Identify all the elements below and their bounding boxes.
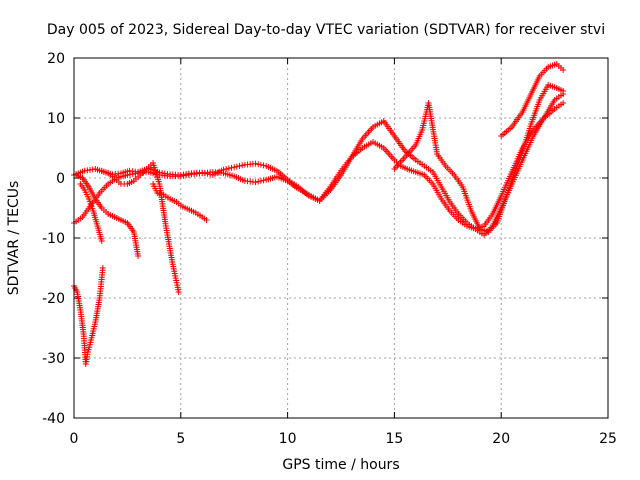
plot-frame (73, 57, 609, 419)
y-tick-label: -10 (42, 231, 65, 247)
data-point (257, 178, 264, 184)
y-tick-label: -40 (42, 411, 65, 427)
data-point (228, 164, 235, 171)
data-point (260, 177, 267, 184)
x-tick-label: 25 (599, 431, 617, 447)
data-point (233, 163, 240, 170)
data-point (236, 163, 243, 169)
data-point (257, 161, 264, 168)
data-point (99, 265, 106, 271)
data-point (203, 217, 210, 223)
data-point (255, 178, 262, 185)
data-point (260, 162, 267, 169)
data-point (98, 238, 105, 244)
grid-lines (74, 58, 608, 418)
data-point (560, 100, 567, 106)
data-point (135, 253, 142, 259)
data-point (560, 88, 567, 94)
y-tick-label: -20 (42, 291, 65, 307)
x-tick-label: 10 (279, 431, 297, 447)
data-point (239, 162, 246, 169)
data-point (225, 165, 232, 172)
data-point (223, 166, 230, 172)
x-tick-label: 5 (176, 431, 185, 447)
data-point (560, 67, 567, 73)
y-tick-label: 20 (47, 51, 65, 67)
x-axis-label: GPS time / hours (282, 457, 399, 473)
data-point (252, 160, 259, 167)
data-point (231, 164, 238, 171)
y-tick-label: 10 (47, 111, 65, 127)
x-tick-label: 15 (385, 431, 403, 447)
y-tick-label: -30 (42, 351, 65, 367)
x-tick-label: 0 (70, 431, 79, 447)
chart-title: Day 005 of 2023, Sidereal Day-to-day VTE… (47, 22, 605, 38)
axis-ticks: 0 5 10 15 20 25 20 10 0 -10 -20 -30 -40 (42, 51, 617, 447)
y-tick-label: 0 (56, 171, 65, 187)
data-point (252, 179, 259, 186)
data-point (255, 161, 262, 168)
y-axis-label: SDTVAR / TECUs (6, 181, 22, 296)
data-series-points (71, 61, 567, 367)
x-tick-label: 20 (492, 431, 510, 447)
data-point (175, 289, 182, 295)
